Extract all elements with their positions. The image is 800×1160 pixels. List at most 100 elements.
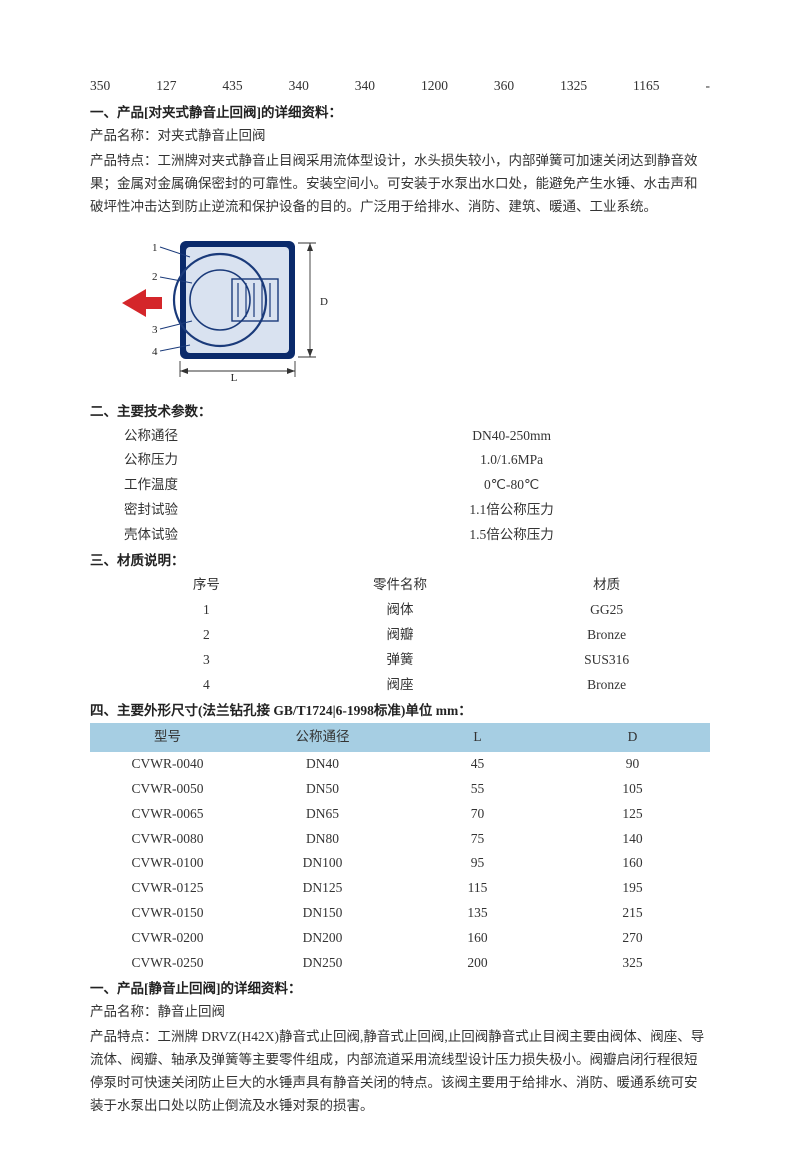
product-features-1: 产品特点：工洲牌对夹式静音止目阀采用流体型设计，水头损失较小，内部弹簧可加速关闭… (90, 150, 710, 219)
cell: 140 (555, 827, 710, 852)
svg-text:L: L (231, 372, 238, 383)
cell: 阀座 (297, 673, 504, 698)
cell: CVWR-0065 (90, 802, 245, 827)
col-header: 零件名称 (297, 573, 504, 598)
cell: 270 (555, 926, 710, 951)
col-header: 公称通径 (245, 723, 400, 752)
table-row: CVWR-0200DN200160270 (90, 926, 710, 951)
table-row: 密封试验1.1倍公称压力 (90, 498, 710, 523)
cell: 215 (555, 901, 710, 926)
cell: 115 (400, 876, 555, 901)
cell: 工作温度 (90, 473, 313, 498)
cell: 195 (555, 876, 710, 901)
cell: 1165 (633, 75, 660, 98)
table-row: 2阀瓣Bronze (90, 623, 710, 648)
cell: 1.0/1.6MPa (313, 448, 710, 473)
col-header: 序号 (90, 573, 297, 598)
top-data-row: 350 127 435 340 340 1200 360 1325 1165 - (90, 75, 710, 100)
cell: 密封试验 (90, 498, 313, 523)
cell: CVWR-0200 (90, 926, 245, 951)
section-2-heading: 二、主要技术参数： (90, 401, 710, 424)
product-name-2: 产品名称：静音止回阀 (90, 1001, 710, 1024)
dimension-table: 型号 公称通径 L D CVWR-0040DN404590 CVWR-0050D… (90, 723, 710, 976)
table-row: CVWR-0080DN8075140 (90, 827, 710, 852)
cell: Bronze (503, 623, 710, 648)
table-row: 3弹簧SUS316 (90, 648, 710, 673)
cell: CVWR-0100 (90, 851, 245, 876)
material-table: 序号零件名称材质 1阀体GG25 2阀瓣Bronze 3弹簧SUS316 4阀座… (90, 573, 710, 698)
cell: 1200 (421, 75, 448, 98)
cell: 360 (494, 75, 514, 98)
cell: 弹簧 (297, 648, 504, 673)
cell: CVWR-0080 (90, 827, 245, 852)
cell: DN250 (245, 951, 400, 976)
cell: CVWR-0250 (90, 951, 245, 976)
col-header: D (555, 723, 710, 752)
cell: 90 (555, 752, 710, 777)
table-row: CVWR-0065DN6570125 (90, 802, 710, 827)
svg-text:4: 4 (152, 346, 158, 358)
cell: 45 (400, 752, 555, 777)
cell: 1 (90, 598, 297, 623)
cell: 70 (400, 802, 555, 827)
cell: 1.5倍公称压力 (313, 523, 710, 548)
table-header-row: 型号 公称通径 L D (90, 723, 710, 752)
cell: 1.1倍公称压力 (313, 498, 710, 523)
cell: 160 (555, 851, 710, 876)
cell: 阀瓣 (297, 623, 504, 648)
section-1-heading: 一、产品[对夹式静音止回阀]的详细资料： (90, 102, 710, 125)
cell: 340 (355, 75, 375, 98)
cell: 160 (400, 926, 555, 951)
cell: CVWR-0125 (90, 876, 245, 901)
product-features-2: 产品特点：工洲牌 DRVZ(H42X)静音式止回阀,静音式止回阀,止回阀静音式止… (90, 1026, 710, 1118)
cell: 公称压力 (90, 448, 313, 473)
cell: DN65 (245, 802, 400, 827)
section-4-heading: 四、主要外形尺寸(法兰钻孔接 GB/T1724|6-1998标准)单位 mm： (90, 700, 710, 723)
cell: DN150 (245, 901, 400, 926)
section-3-heading: 三、材质说明： (90, 550, 710, 573)
table-row: CVWR-0050DN5055105 (90, 777, 710, 802)
table-row: 1阀体GG25 (90, 598, 710, 623)
valve-diagram: 1 2 3 4 L D (120, 233, 710, 391)
cell: DN100 (245, 851, 400, 876)
cell: 95 (400, 851, 555, 876)
cell: Bronze (503, 673, 710, 698)
table-row: CVWR-0150DN150135215 (90, 901, 710, 926)
cell: GG25 (503, 598, 710, 623)
cell: 340 (289, 75, 309, 98)
cell: CVWR-0150 (90, 901, 245, 926)
svg-text:D: D (320, 296, 328, 308)
table-row: CVWR-0125DN125115195 (90, 876, 710, 901)
cell: DN40-250mm (313, 424, 710, 449)
cell: 公称通径 (90, 424, 313, 449)
cell: 3 (90, 648, 297, 673)
cell: CVWR-0050 (90, 777, 245, 802)
product-name-1: 产品名称：对夹式静音止回阀 (90, 125, 710, 148)
table-row: 公称压力1.0/1.6MPa (90, 448, 710, 473)
svg-text:1: 1 (152, 242, 158, 254)
table-row: CVWR-0040DN404590 (90, 752, 710, 777)
table-row: 4阀座Bronze (90, 673, 710, 698)
col-header: 型号 (90, 723, 245, 752)
cell: CVWR-0040 (90, 752, 245, 777)
cell: SUS316 (503, 648, 710, 673)
table-row: 工作温度0℃-80℃ (90, 473, 710, 498)
cell: 1325 (560, 75, 587, 98)
table-row: CVWR-0100DN10095160 (90, 851, 710, 876)
cell: 135 (400, 901, 555, 926)
cell: DN200 (245, 926, 400, 951)
cell: 2 (90, 623, 297, 648)
cell: 阀体 (297, 598, 504, 623)
cell: - (705, 75, 710, 98)
svg-text:2: 2 (152, 271, 158, 283)
cell: 200 (400, 951, 555, 976)
cell: DN40 (245, 752, 400, 777)
cell: 325 (555, 951, 710, 976)
cell: 125 (555, 802, 710, 827)
col-header: 材质 (503, 573, 710, 598)
table-row: 序号零件名称材质 (90, 573, 710, 598)
table-row: 公称通径DN40-250mm (90, 424, 710, 449)
cell: DN125 (245, 876, 400, 901)
cell: 105 (555, 777, 710, 802)
cell: DN80 (245, 827, 400, 852)
